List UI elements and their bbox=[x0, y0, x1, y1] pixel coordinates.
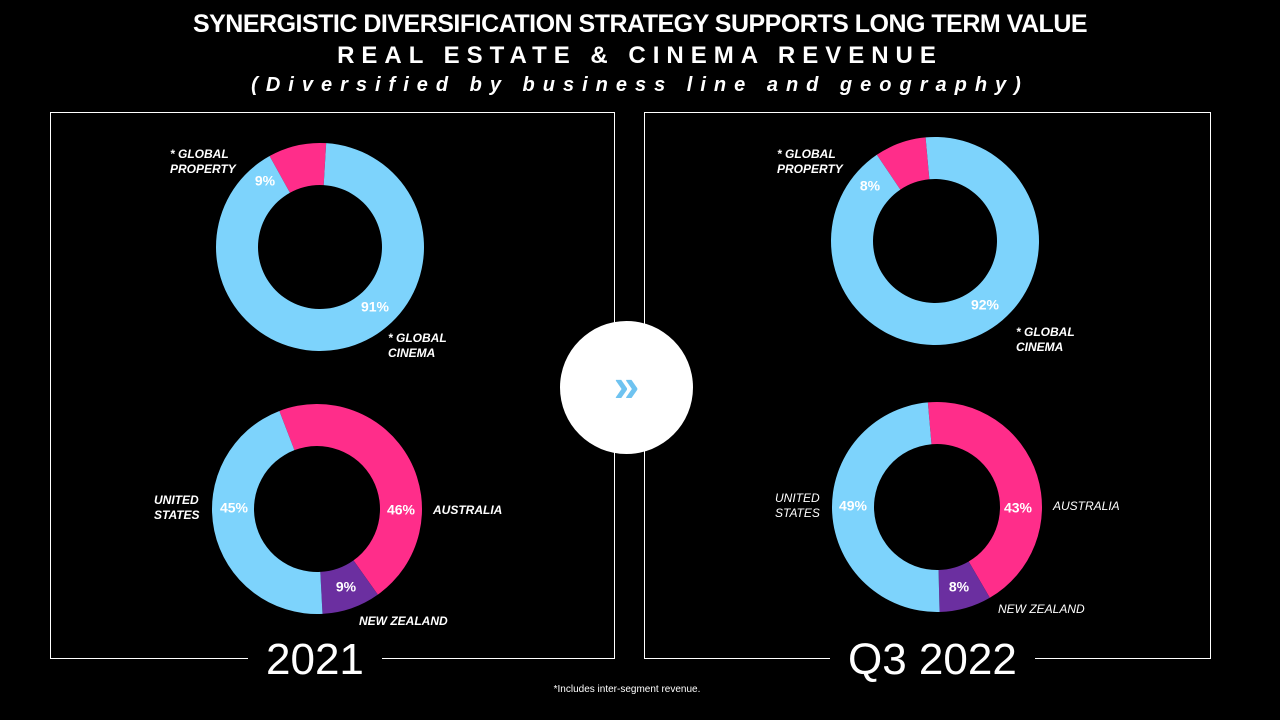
year-label-2021: 2021 bbox=[248, 634, 382, 686]
footnote: *Includes inter-segment revenue. bbox=[553, 684, 701, 695]
data-label-new-zealand-q3-2022: 8% bbox=[949, 579, 970, 595]
data-label-australia-2021: 46% bbox=[387, 502, 416, 518]
donut-slice-australia-q3-2022 bbox=[927, 402, 1042, 598]
data-label-global-property-q3-2022: 8% bbox=[860, 178, 881, 194]
donut-slice-global-cinema-2021 bbox=[216, 143, 424, 352]
donut-slice-global-cinema-q3-2022 bbox=[831, 137, 1040, 345]
data-label-united-states-q3-2022: 49% bbox=[839, 498, 868, 514]
label-united-states-2021: UNITED STATES bbox=[154, 493, 200, 522]
label-global-cinema-q3-2022: * GLOBAL CINEMA bbox=[1016, 325, 1075, 354]
donut-slice-united-states-q3-2022 bbox=[832, 402, 940, 612]
label-new-zealand-2021: NEW ZEALAND bbox=[359, 614, 448, 628]
data-label-australia-q3-2022: 43% bbox=[1004, 500, 1033, 516]
label-new-zealand-q3-2022: NEW ZEALAND bbox=[998, 602, 1085, 616]
slide-subtitle: REAL ESTATE & CINEMA REVENUE bbox=[337, 42, 943, 69]
label-global-property-2021: * GLOBAL PROPERTY bbox=[170, 147, 236, 176]
donut-slice-united-states-2021 bbox=[212, 410, 323, 614]
label-global-cinema-2021: * GLOBAL CINEMA bbox=[388, 331, 447, 360]
year-label-q3-2022: Q3 2022 bbox=[830, 634, 1035, 686]
donut-slice-new-zealand-q3-2022 bbox=[938, 561, 990, 612]
label-global-property-q3-2022: * GLOBAL PROPERTY bbox=[777, 147, 843, 176]
donut-slice-global-property-q3-2022 bbox=[876, 137, 930, 190]
donut-slice-australia-2021 bbox=[279, 404, 423, 595]
slide-tagline: (Diversified by business line and geogra… bbox=[251, 74, 1029, 96]
data-label-global-cinema-q3-2022: 92% bbox=[971, 297, 1000, 313]
label-australia-2021: AUSTRALIA bbox=[433, 503, 503, 517]
double-chevron-right-icon: » bbox=[613, 359, 640, 411]
data-label-global-cinema-2021: 91% bbox=[361, 299, 390, 315]
donut-slice-new-zealand-2021 bbox=[320, 560, 378, 614]
data-label-united-states-2021: 45% bbox=[220, 500, 249, 516]
slide-title: SYNERGISTIC DIVERSIFICATION STRATEGY SUP… bbox=[192, 10, 1088, 38]
label-united-states-q3-2022: UNITED STATES bbox=[775, 491, 820, 520]
label-australia-q3-2022: AUSTRALIA bbox=[1053, 499, 1120, 513]
donut-slice-global-property-2021 bbox=[269, 143, 327, 193]
data-label-new-zealand-2021: 9% bbox=[336, 579, 357, 595]
data-label-global-property-2021: 9% bbox=[255, 173, 276, 189]
transition-circle: » bbox=[560, 321, 693, 454]
